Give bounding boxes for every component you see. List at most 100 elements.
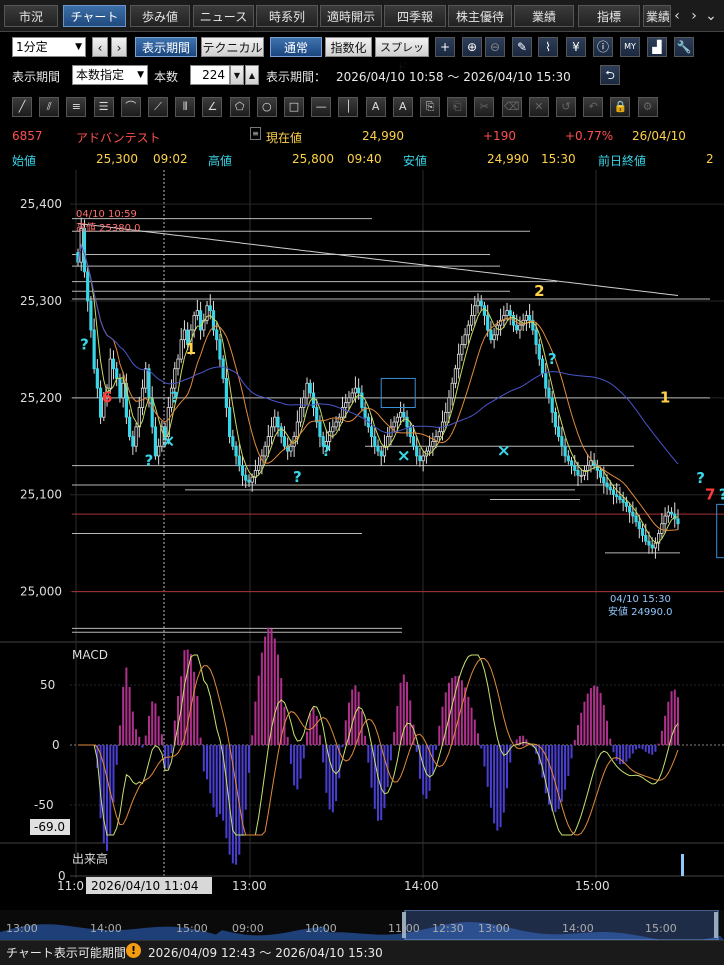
board-icon[interactable]: ≡ — [250, 127, 261, 140]
fan-arc-icon[interactable]: ⟋ — [148, 97, 168, 117]
copy-icon[interactable]: ⎗ — [447, 97, 468, 117]
cut-icon[interactable]: ⌫ — [501, 97, 522, 117]
macd-histogram-bar — [218, 745, 221, 815]
candle-body — [282, 436, 287, 447]
candle-body — [553, 411, 558, 428]
next-button[interactable]: › — [111, 37, 127, 57]
settings-icon[interactable]: ⚙ — [637, 97, 658, 117]
fib-line-icon[interactable]: ≡ — [66, 97, 87, 117]
period-mode-select[interactable]: 本数指定 ▼ — [72, 65, 148, 85]
rectangle-icon[interactable]: — — [311, 97, 332, 117]
time-navigator[interactable]: 13:00 14:00 15:00 09:00 10:00 11:00 12:30 13:00… — [0, 909, 724, 942]
macd-histogram-bar — [338, 745, 341, 779]
tab-market[interactable]: 市況 — [4, 5, 58, 27]
tab-ticks[interactable]: 歩み値 — [130, 5, 190, 27]
paste-icon[interactable]: ✂ — [474, 97, 495, 117]
icon-stamp-icon[interactable]: ⎘ — [420, 97, 440, 117]
pentagon-icon[interactable]: ○ — [256, 97, 277, 117]
tab-scroll-left-icon[interactable]: ‹ — [674, 8, 680, 24]
tab-scroll-right-icon[interactable]: › — [691, 8, 697, 24]
technical-button[interactable]: テクニカル — [201, 37, 264, 57]
tab-chart[interactable]: チャート — [63, 5, 126, 27]
reset-period-icon[interactable]: ⮌ — [600, 65, 620, 85]
zoom-in-icon[interactable]: ⊕ — [462, 37, 482, 57]
area-chart-icon[interactable]: ▟ — [647, 37, 667, 57]
tab-earnings[interactable]: 業績 — [514, 5, 574, 27]
candle-body — [128, 416, 132, 437]
candle-body — [576, 470, 580, 476]
mode-normal-button[interactable]: 通常 — [270, 37, 322, 57]
mode-spread-button[interactable]: スプレッド — [375, 37, 429, 74]
mode-index-button[interactable]: 指数化 — [325, 37, 372, 57]
tab-bar: 市況 チャート 歩み値 ニュース 時系列 適時開示 四季報 株主優待 業績 指標… — [0, 0, 724, 32]
macd-histogram-bar — [477, 733, 479, 745]
macd-histogram-bar — [199, 737, 202, 745]
macd-histogram-bar — [257, 675, 260, 745]
info-icon[interactable]: ⓘ — [593, 37, 613, 57]
navigator-tick: 10:00 — [305, 922, 337, 935]
crosshair-icon[interactable]: + — [435, 37, 455, 57]
tab-menu-icon[interactable]: ⌄ — [705, 8, 717, 24]
current-price-label: 現在値 — [266, 131, 303, 145]
interval-select[interactable]: 1分定 ▼ — [12, 37, 86, 57]
macd-histogram-bar — [270, 628, 273, 745]
macd-histogram-bar — [370, 745, 373, 788]
candle-body — [405, 416, 409, 428]
count-input[interactable]: 224 — [190, 65, 230, 85]
wrench-icon[interactable]: 🔧 — [674, 37, 694, 57]
tab-timeseries[interactable]: 時系列 — [256, 5, 318, 27]
cursor-time-tag — [86, 877, 212, 894]
zoom-out-icon[interactable]: ⊖ — [485, 37, 505, 57]
candle-body — [208, 305, 212, 312]
erase-all-icon[interactable]: ↺ — [556, 97, 576, 117]
candle-body — [334, 421, 338, 428]
fib-retrace-icon[interactable]: ⌒ — [120, 97, 141, 117]
tab-indicators[interactable]: 指標 — [578, 5, 640, 27]
pen-icon[interactable]: ✎ — [512, 37, 532, 57]
prev-button[interactable]: ‹ — [92, 37, 108, 57]
parallel-line-icon[interactable]: ⫽ — [39, 97, 60, 117]
macd-histogram-bar — [102, 745, 105, 844]
tab-news[interactable]: ニュース — [193, 5, 254, 27]
angle-line-icon[interactable]: ⬠ — [229, 97, 250, 117]
line-tool-icon[interactable]: ╱ — [12, 97, 32, 117]
vertical-lines-icon[interactable]: ∠ — [202, 97, 223, 117]
high-label: 高値 — [208, 154, 233, 168]
macd-histogram-bar — [641, 745, 644, 750]
yen-icon[interactable]: ¥ — [566, 37, 586, 57]
undo-icon[interactable]: ↶ — [583, 97, 604, 117]
horizontal-line-icon[interactable]: │ — [338, 97, 359, 117]
tab-benefits[interactable]: 株主優待 — [448, 5, 512, 27]
candle-body — [528, 315, 532, 321]
macd-histogram-bar — [299, 745, 302, 779]
tab-shikiho[interactable]: 四季報 — [384, 5, 446, 27]
question-mark-icon: ? — [293, 468, 302, 486]
fan-line-icon[interactable]: ⦀ — [175, 97, 196, 117]
eraser-icon[interactable]: ✕ — [528, 97, 549, 117]
macd-histogram-bar — [599, 692, 602, 745]
lock-icon[interactable]: 🔒 — [610, 97, 631, 117]
macd-histogram-bar — [115, 745, 118, 765]
navigator-tick: 09:00 — [232, 922, 264, 935]
period-button[interactable]: 表示期間 — [135, 37, 197, 57]
chart-type-icon[interactable]: ⌇ — [538, 37, 558, 57]
count-up-icon[interactable]: ▲ — [245, 65, 259, 85]
circle-icon[interactable]: □ — [284, 97, 304, 117]
candle-body — [447, 397, 451, 413]
my-chart-icon[interactable]: MY — [620, 37, 640, 57]
vertical-line-icon[interactable]: A — [365, 97, 386, 117]
macd-histogram-bar — [541, 745, 544, 778]
candle-body — [140, 387, 145, 408]
candle-body — [153, 426, 158, 457]
question-mark-icon: ? — [696, 469, 705, 487]
macd-histogram-bar — [170, 745, 173, 754]
macd-histogram-bar — [509, 745, 512, 763]
chevron-down-icon: ▼ — [75, 42, 82, 52]
tab-disclosure[interactable]: 適時開示 — [320, 5, 382, 27]
text-icon[interactable]: A — [392, 97, 413, 117]
horizontal-lines-icon[interactable]: ☰ — [93, 97, 114, 117]
tab-earnings-2[interactable]: 業績 — [643, 5, 671, 27]
count-down-icon[interactable]: ▼ — [230, 65, 244, 85]
